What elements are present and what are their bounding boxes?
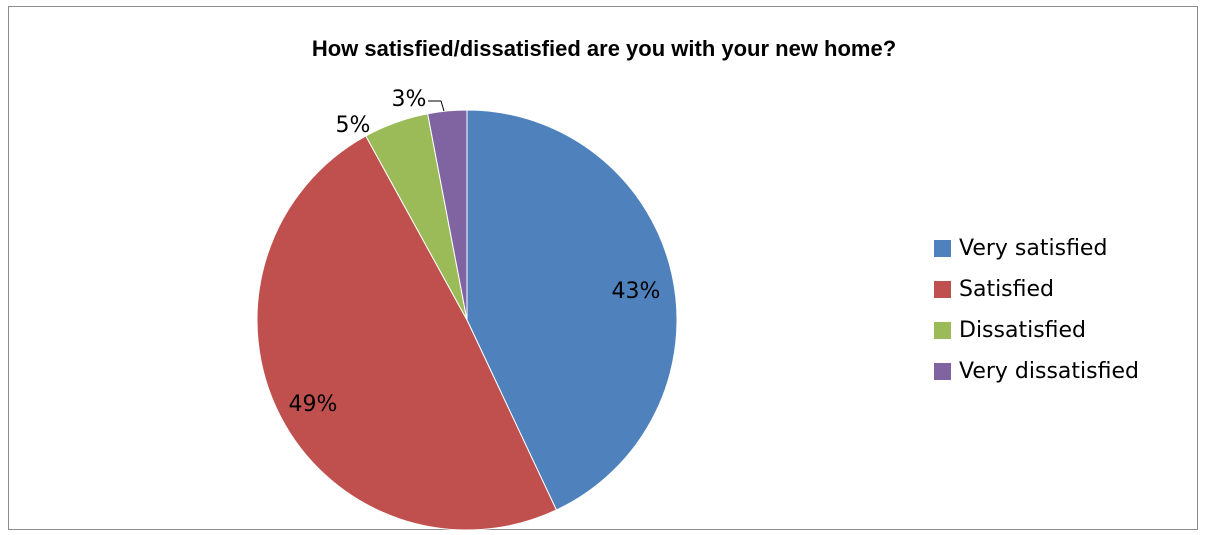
legend-item-dissatisfied: Dissatisfied: [934, 310, 1139, 351]
legend-label: Satisfied: [959, 277, 1055, 302]
legend-label: Very dissatisfied: [959, 359, 1139, 384]
legend: Very satisfied Satisfied Dissatisfied Ve…: [934, 228, 1139, 392]
legend-swatch-satisfied: [934, 281, 951, 298]
legend-item-satisfied: Satisfied: [934, 269, 1139, 310]
pie-slices: [256, 109, 678, 531]
data-label-very-satisfied: 43%: [612, 279, 661, 304]
legend-swatch-dissatisfied: [934, 322, 951, 339]
leader-line: [428, 100, 445, 112]
legend-swatch-very-satisfied: [934, 240, 951, 257]
pie-slice-very-dissatisfied: [427, 109, 468, 321]
legend-swatch-very-dissatisfied: [934, 363, 951, 380]
legend-item-very-satisfied: Very satisfied: [934, 228, 1139, 269]
legend-label: Very satisfied: [959, 236, 1108, 261]
pie-data-labels: 43% 49% 5% 3%: [289, 87, 661, 417]
pie-slice-satisfied: [256, 135, 558, 531]
chart-title: How satisfied/dissatisfied are you with …: [311, 36, 897, 61]
data-label-satisfied: 49%: [289, 392, 338, 417]
legend-item-very-dissatisfied: Very dissatisfied: [934, 351, 1139, 392]
pie-slice-very-satisfied: [466, 109, 678, 511]
legend-label: Dissatisfied: [959, 318, 1087, 343]
data-label-very-dissatisfied: 3%: [392, 87, 427, 112]
data-label-dissatisfied: 5%: [336, 113, 371, 138]
